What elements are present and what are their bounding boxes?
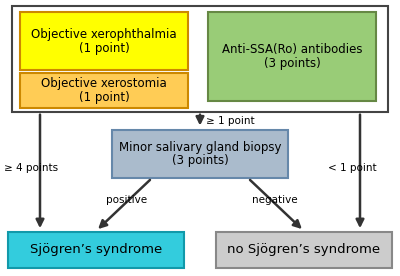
Text: positive: positive	[106, 195, 147, 205]
Text: ≥ 1 point: ≥ 1 point	[206, 116, 255, 126]
Text: (3 points): (3 points)	[172, 154, 228, 167]
FancyBboxPatch shape	[20, 73, 188, 108]
FancyBboxPatch shape	[208, 12, 376, 101]
FancyBboxPatch shape	[112, 130, 288, 178]
Text: Anti-SSA(Ro) antibodies: Anti-SSA(Ro) antibodies	[222, 43, 362, 57]
Text: (1 point): (1 point)	[79, 41, 129, 55]
Text: Objective xerostomia: Objective xerostomia	[41, 77, 167, 90]
Text: Objective xerophthalmia: Objective xerophthalmia	[31, 28, 177, 41]
Text: (1 point): (1 point)	[79, 91, 129, 104]
Text: ≥ 4 points: ≥ 4 points	[4, 163, 58, 173]
FancyBboxPatch shape	[12, 6, 388, 112]
FancyBboxPatch shape	[20, 12, 188, 70]
Text: Minor salivary gland biopsy: Minor salivary gland biopsy	[119, 141, 281, 154]
Text: no Sjögren’s syndrome: no Sjögren’s syndrome	[228, 243, 380, 256]
Text: Sjögren’s syndrome: Sjögren’s syndrome	[30, 243, 162, 256]
Text: < 1 point: < 1 point	[328, 163, 377, 173]
Text: (3 points): (3 points)	[264, 57, 320, 70]
FancyBboxPatch shape	[216, 232, 392, 268]
FancyBboxPatch shape	[8, 232, 184, 268]
Text: negative: negative	[252, 195, 298, 205]
